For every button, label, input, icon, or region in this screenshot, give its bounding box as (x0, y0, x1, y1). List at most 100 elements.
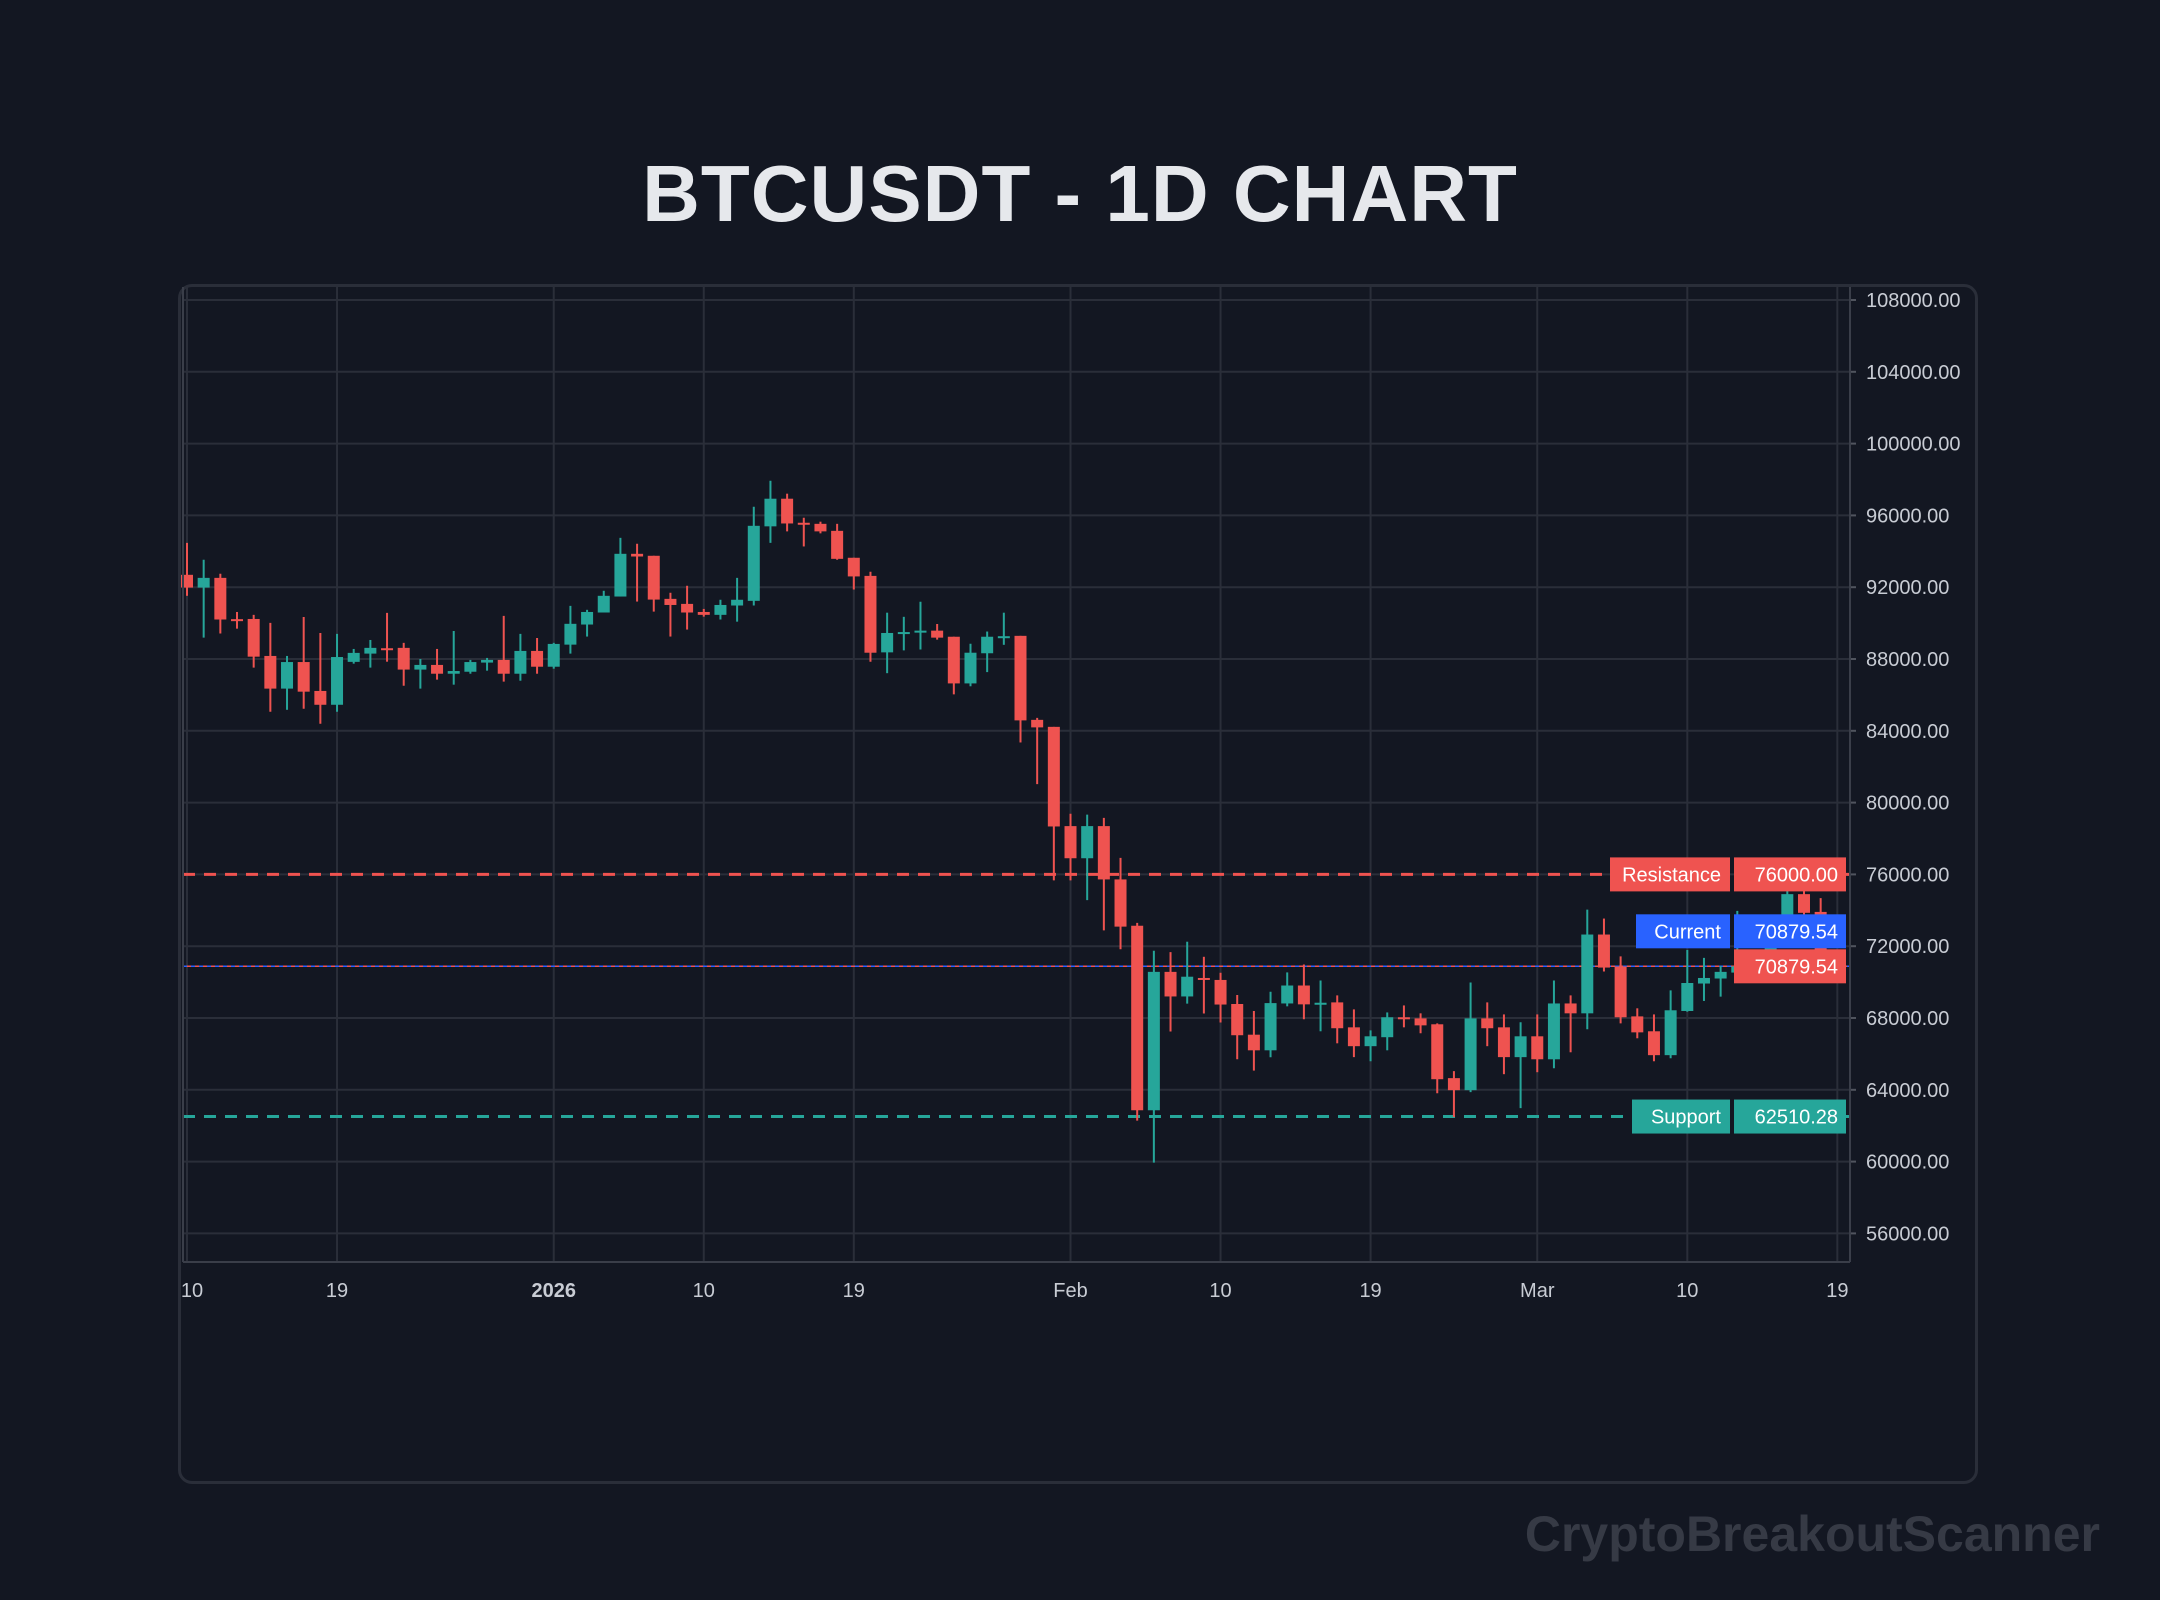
candle (914, 601, 927, 650)
candle-body (864, 575, 877, 653)
candle (1314, 980, 1327, 1032)
candle-body (214, 577, 227, 620)
candle (1631, 1008, 1644, 1039)
candle (247, 614, 260, 668)
candle-body (1697, 977, 1710, 984)
candle (1614, 956, 1627, 1024)
candle (797, 517, 810, 547)
candle-body (914, 630, 927, 633)
candle (1031, 717, 1044, 785)
chart-panel (178, 284, 1978, 1484)
candle-body (731, 599, 744, 606)
candle-body (1197, 977, 1210, 980)
chart-title: BTCUSDT - 1D CHART (642, 149, 1518, 238)
candle (947, 636, 960, 695)
candle (464, 659, 477, 674)
candle-body (481, 659, 494, 663)
candle-body (1497, 1027, 1510, 1058)
current-label-box (1636, 914, 1730, 949)
candle-body (597, 595, 610, 613)
candle (881, 612, 894, 674)
candle (347, 648, 360, 664)
candle-body (747, 525, 760, 601)
candle (1231, 995, 1244, 1060)
candle (1197, 956, 1210, 1014)
candle (331, 633, 344, 712)
candle (997, 612, 1010, 645)
candle-body (1681, 982, 1694, 1011)
candle (714, 599, 727, 620)
candle-body (714, 604, 727, 615)
candle (531, 637, 544, 674)
candle-body (464, 662, 477, 672)
candle-body (1464, 1018, 1477, 1091)
resistance-label: Resistance (1622, 864, 1721, 886)
candle (1247, 1010, 1260, 1071)
candle (481, 657, 494, 671)
candle-body (947, 636, 960, 684)
candle (364, 639, 377, 668)
y-tick-label: 60000.00 (1866, 1152, 1949, 1174)
candle-body (531, 650, 544, 667)
candle-body (514, 650, 527, 674)
candle (847, 557, 860, 590)
y-tick-label: 76000.00 (1866, 864, 1949, 886)
candle (497, 615, 510, 682)
candle-body (1614, 966, 1627, 1018)
candles (181, 480, 1844, 1163)
candle (231, 611, 244, 629)
candle-body (1347, 1027, 1360, 1047)
candle-body (1414, 1018, 1427, 1026)
candle-body (797, 522, 810, 525)
candle (964, 643, 977, 687)
candle (681, 585, 694, 630)
candle-body (197, 577, 210, 588)
candle (297, 616, 310, 709)
candle-body (1597, 934, 1610, 968)
candle-body (1247, 1034, 1260, 1051)
candle-body (1264, 1003, 1277, 1051)
current-value: 70879.54 (1755, 921, 1838, 943)
candle (214, 573, 227, 634)
last-price-value-box (1734, 949, 1846, 984)
candle-body (547, 643, 560, 667)
candle-body (1031, 719, 1044, 728)
candle (264, 622, 277, 712)
candle (1397, 1005, 1410, 1028)
y-tick-label: 68000.00 (1866, 1008, 1949, 1030)
y-tick-label: 104000.00 (1866, 362, 1961, 384)
candle-body (1364, 1036, 1377, 1047)
candle (1514, 1022, 1527, 1109)
candle-body (1381, 1017, 1394, 1038)
candle (547, 642, 560, 669)
support-label: Support (1651, 1107, 1721, 1129)
candle-body (664, 598, 677, 605)
candle (1447, 1071, 1460, 1118)
candle (1464, 982, 1477, 1093)
candle-body (1164, 971, 1177, 997)
candle (1597, 918, 1610, 972)
candle-body (247, 618, 260, 657)
x-tick-label: 19 (1826, 1280, 1848, 1302)
candle (764, 480, 777, 543)
candle-body (1214, 979, 1227, 1005)
candle (814, 521, 827, 534)
candle (431, 648, 444, 680)
candle (1264, 991, 1277, 1058)
current-label: Current (1654, 921, 1721, 943)
candle (1664, 990, 1677, 1059)
candle (581, 609, 594, 637)
candle (1297, 964, 1310, 1020)
candle (781, 493, 794, 532)
candle-body (497, 659, 510, 674)
x-tick-label: 10 (1209, 1280, 1231, 1302)
candle (564, 605, 577, 654)
candle (381, 612, 394, 662)
candle (731, 577, 744, 622)
candle (1547, 980, 1560, 1069)
candle-body (1581, 934, 1594, 1014)
candle-body (997, 636, 1010, 639)
candle (1131, 922, 1144, 1121)
y-tick-label: 96000.00 (1866, 505, 1949, 527)
